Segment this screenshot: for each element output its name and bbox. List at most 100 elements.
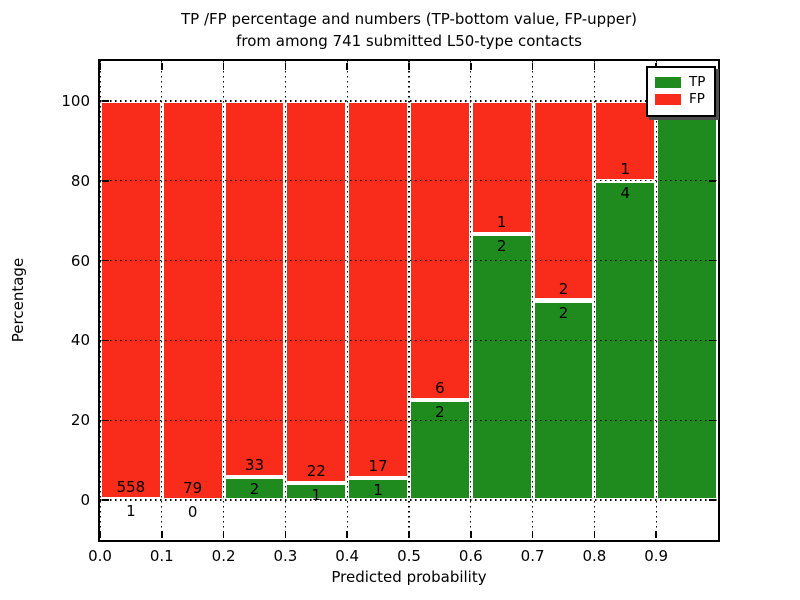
bar-label-tp-0: 1: [126, 502, 136, 521]
gridline-vertical: [284, 61, 287, 540]
gridline-horizontal: [100, 100, 718, 102]
bar-segment-fp-1: [161, 100, 224, 501]
bar-label-fp-8: 1: [620, 159, 631, 178]
bar-label-fp-1: 79: [183, 479, 203, 498]
gridline-horizontal: [100, 419, 718, 421]
gridline-horizontal: [100, 339, 718, 342]
bar-segment-fp-6: [470, 100, 533, 234]
gridline-vertical: [346, 61, 348, 540]
gridline-vertical: [99, 61, 101, 540]
y-tick-mark-right: [709, 339, 716, 342]
bar-label-tp-5: 2: [435, 403, 445, 422]
bar-segment-tp-5: [409, 400, 471, 501]
bar-segment-fp-2: [223, 100, 286, 478]
bar-label-fp-7: 2: [558, 279, 569, 298]
x-axis-label: Predicted probability: [331, 568, 487, 586]
x-tick-mark: [470, 531, 472, 538]
legend-swatch-tp: [655, 77, 681, 88]
y-tick-label: 40: [70, 331, 90, 350]
y-tick-mark: [102, 259, 109, 262]
legend-entry-tp: TP: [655, 75, 707, 90]
bar-label-tp-1: 0: [187, 503, 198, 522]
y-tick-mark-right: [709, 499, 716, 501]
x-tick-label: 0.6: [458, 547, 483, 565]
bar-segment-tp-9: [656, 100, 718, 501]
x-tick-mark: [161, 531, 163, 538]
gridline-horizontal: [100, 259, 718, 262]
x-tick-mark: [346, 531, 348, 538]
x-tick-label: 0.5: [397, 547, 421, 565]
y-tick-label: 100: [61, 91, 90, 110]
x-tick-label: 0.7: [520, 547, 545, 565]
gridline-vertical: [593, 61, 596, 540]
x-tick-mark-top: [531, 63, 534, 70]
legend-label-tp: TP: [689, 74, 706, 90]
x-tick-label: 0.4: [335, 547, 360, 565]
gridline-horizontal: [100, 180, 718, 182]
bar-segment-tp-3: [285, 482, 348, 501]
legend-swatch-fp: [655, 94, 681, 105]
legend: TP FP: [646, 66, 716, 117]
bar-segment-fp-4: [347, 100, 409, 478]
bar-segment-tp-6: [470, 233, 533, 501]
x-tick-mark: [593, 531, 596, 538]
x-tick-mark-top: [408, 63, 410, 70]
bar-label-fp-4: 17: [368, 456, 388, 475]
bar-label-fp-3: 22: [306, 461, 326, 480]
x-tick-mark-top: [346, 63, 348, 70]
x-tick-mark-top: [161, 63, 163, 70]
y-tick-mark: [102, 180, 109, 182]
bar-label-fp-0: 558: [116, 478, 146, 497]
bar-segment-fp-8: [594, 100, 657, 181]
y-tick-mark: [102, 499, 109, 501]
x-tick-mark-top: [593, 63, 596, 70]
y-axis-label: Percentage: [9, 257, 27, 343]
bar-label-tp-3: 1: [311, 485, 322, 504]
bar-segment-fp-7: [532, 100, 595, 301]
x-tick-mark-top: [284, 63, 287, 70]
bar-segment-tp-4: [347, 477, 409, 501]
y-tick-mark: [102, 419, 109, 421]
gridline-vertical: [655, 61, 657, 540]
y-tick-label: 60: [70, 251, 90, 270]
gridline-vertical: [222, 61, 225, 540]
x-tick-label: 0.0: [88, 547, 112, 565]
y-tick-mark-right: [709, 259, 716, 262]
x-tick-mark-top: [222, 63, 225, 70]
x-tick-mark: [99, 531, 101, 538]
y-tick-mark: [102, 339, 109, 342]
gridline-vertical: [161, 61, 163, 540]
bar-label-tp-4: 1: [373, 480, 383, 499]
x-tick-label: 0.1: [149, 547, 174, 565]
x-tick-mark: [222, 531, 225, 538]
bar-segment-fp-5: [409, 100, 471, 401]
x-tick-mark: [531, 531, 534, 538]
y-tick-mark-right: [709, 419, 716, 421]
bar-label-fp-2: 33: [244, 456, 265, 475]
x-tick-label: 0.9: [644, 547, 669, 565]
gridline-vertical: [408, 61, 410, 540]
legend-label-fp: FP: [689, 91, 705, 107]
x-tick-mark-top: [99, 63, 101, 70]
y-tick-mark: [102, 100, 109, 102]
y-tick-label: 20: [70, 411, 90, 430]
bar-label-fp-6: 1: [496, 212, 507, 231]
legend-entry-fp: FP: [655, 92, 707, 107]
bar-segment-fp-0: [100, 100, 162, 500]
y-tick-label: 0: [80, 491, 90, 510]
x-tick-mark: [655, 531, 657, 538]
chart-title-line2: from among 741 submitted L50-type contac…: [236, 32, 582, 50]
bar-segment-tp-2: [223, 477, 286, 501]
bar-segment-tp-7: [532, 300, 595, 501]
chart-title: TP /FP percentage and numbers (TP-bottom…: [100, 8, 718, 52]
bar-label-tp-8: 4: [620, 183, 631, 202]
x-tick-mark: [408, 531, 410, 538]
gridline-horizontal: [100, 499, 718, 501]
gridline-vertical: [531, 61, 534, 540]
x-tick-mark-top: [470, 63, 472, 70]
bar-label-fp-5: 6: [435, 379, 445, 398]
chart-title-line1: TP /FP percentage and numbers (TP-bottom…: [181, 10, 637, 28]
x-tick-mark: [284, 531, 287, 538]
